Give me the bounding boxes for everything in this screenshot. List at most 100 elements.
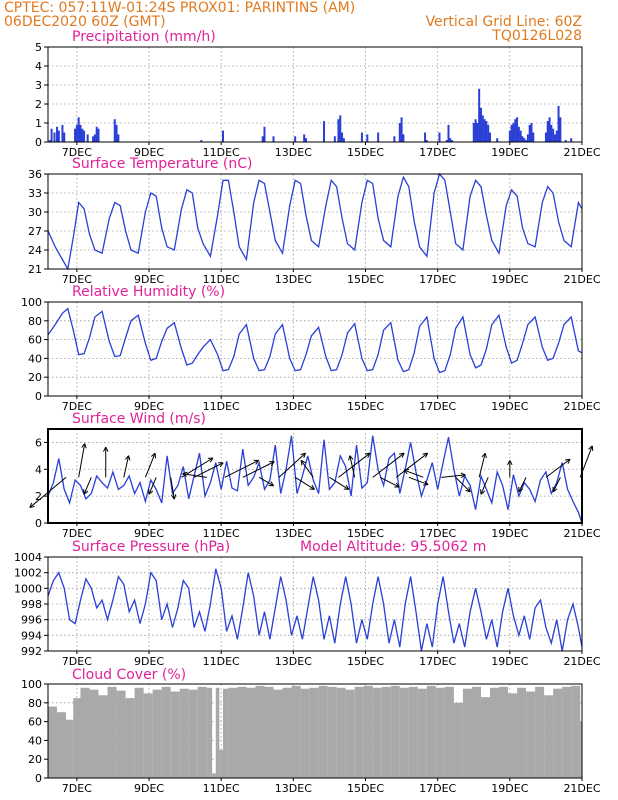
cloud-bar: [161, 686, 171, 778]
y-tick-label: 100: [21, 678, 42, 691]
wind-vector-head: [219, 462, 224, 468]
y-tick-label: 1: [35, 117, 42, 130]
x-tick-label: 13DEC: [275, 273, 312, 286]
wind-vector: [148, 477, 157, 495]
title-pressure: Surface Pressure (hPa): [72, 539, 230, 555]
title-cloud-cover: Cloud Cover (%): [72, 667, 186, 683]
precip-bar: [447, 124, 450, 142]
x-tick-label: 11DEC: [203, 273, 240, 286]
wind-vector: [78, 443, 87, 478]
precip-bar: [445, 140, 448, 142]
wind-vector-shaft: [294, 476, 315, 490]
y-tick-label: 2: [35, 98, 42, 111]
wind-vector-head: [480, 490, 486, 495]
y-tick-label: 1004: [14, 551, 42, 564]
precip-bar: [342, 138, 345, 142]
precip-bar: [530, 123, 533, 142]
x-tick-label: 13DEC: [275, 400, 312, 413]
cloud-bar: [327, 686, 337, 778]
wind-vector-head: [270, 461, 275, 466]
header-model-code: TQ0126L028: [491, 28, 582, 44]
x-tick-label: 19DEC: [491, 273, 528, 286]
cloud-bar: [336, 687, 346, 778]
cloud-bar: [143, 693, 153, 778]
y-tick-label: 60: [28, 334, 42, 347]
precip-bar: [294, 136, 297, 142]
precip-bar: [56, 126, 59, 142]
wind-vector: [170, 477, 177, 500]
wind-vector-head: [399, 452, 405, 455]
wind-vector-head: [518, 488, 524, 493]
precip-bar: [517, 126, 520, 142]
precip-bar: [548, 117, 551, 142]
wind-vector: [242, 461, 275, 478]
precip-bar: [261, 136, 264, 142]
wind-vector-shaft: [123, 455, 130, 478]
wind-vector-head: [364, 452, 370, 455]
precip-bar: [63, 132, 66, 142]
wind-vector-head: [507, 460, 511, 466]
precip-bar: [552, 128, 555, 142]
y-tick-label: 992: [21, 645, 42, 658]
cloud-bar: [170, 691, 180, 778]
y-tick-label: 20: [28, 371, 42, 384]
wind-vector-head: [128, 455, 131, 461]
wind-vector-head: [509, 460, 513, 466]
precip-bar: [97, 128, 100, 142]
header-station: CPTEC: 057:11W-01:24S PROX01: PARINTINS …: [4, 0, 355, 16]
wind-vector-head: [403, 469, 408, 475]
wind-vector-shaft: [170, 477, 175, 500]
cloud-bar: [282, 687, 292, 778]
y-tick-label: 24: [28, 244, 42, 257]
x-tick-label: 17DEC: [419, 273, 456, 286]
y-tick-label: 2: [35, 490, 42, 503]
wind-vector-head: [182, 473, 187, 478]
precip-bar: [402, 134, 405, 142]
precip-bar: [496, 138, 499, 142]
y-tick-label: 100: [21, 296, 42, 309]
y-tick-label: 0: [35, 390, 42, 403]
wind-vector: [329, 476, 350, 490]
wind-vector-shaft: [545, 458, 571, 478]
wind-vector: [123, 455, 131, 478]
title-humidity: Relative Humidity (%): [72, 284, 225, 300]
panel-frame: [47, 301, 583, 397]
cloud-bar: [480, 697, 490, 778]
y-tick-label: 1002: [14, 567, 42, 580]
series-line: [47, 172, 583, 271]
cloud-bar: [390, 685, 400, 778]
cloud-bar: [309, 687, 319, 778]
cloud-bar: [80, 687, 90, 778]
precip-bar: [74, 128, 77, 142]
cloud-bar: [517, 687, 527, 778]
cloud-bar: [219, 749, 223, 778]
cloud-bar: [508, 693, 518, 778]
precip-bar: [519, 130, 522, 142]
wind-vector-head: [148, 490, 154, 495]
wind-vector: [294, 476, 315, 490]
cloud-bar: [417, 688, 427, 778]
cloud-bar: [499, 686, 509, 778]
precip-bar: [487, 124, 490, 142]
precip-bar: [438, 132, 441, 142]
wind-vector-head: [255, 460, 260, 465]
wind-vector-head: [425, 452, 429, 458]
wind-vector-head: [270, 481, 274, 487]
y-tick-label: 3: [35, 79, 42, 92]
series-line: [47, 568, 583, 652]
precip-bar: [424, 132, 427, 142]
x-tick-label: 17DEC: [419, 782, 456, 795]
y-tick-label: 27: [28, 225, 42, 238]
y-tick-label: 0: [35, 517, 42, 530]
wind-vector-head: [552, 488, 558, 493]
wind-vector: [545, 458, 571, 478]
x-tick-label: 13DEC: [275, 782, 312, 795]
wind-vector-head: [348, 455, 351, 461]
x-tick-label: 21DEC: [563, 782, 600, 795]
wind-vector-shaft: [258, 476, 274, 487]
wind-vector-head: [125, 455, 129, 460]
wind-vector-head: [303, 452, 306, 459]
panel-frame: [47, 428, 583, 524]
wind-vector-shaft: [300, 460, 314, 478]
wind-vector-head: [345, 484, 350, 490]
